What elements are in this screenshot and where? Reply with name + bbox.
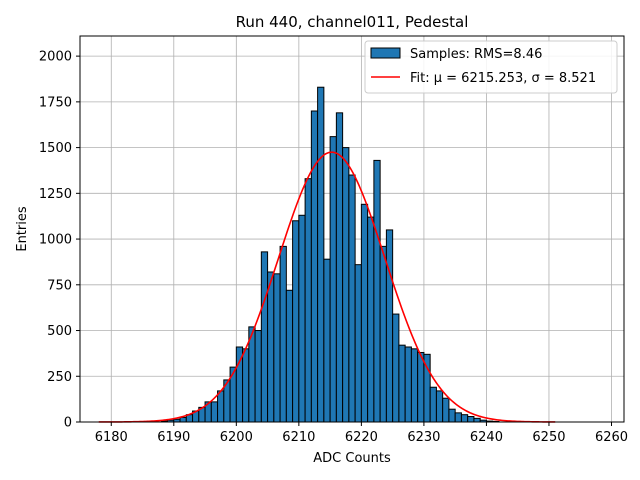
histogram-bar bbox=[454, 412, 462, 423]
y-tick-label: 250 bbox=[47, 370, 72, 385]
y-tick-label: 750 bbox=[47, 278, 72, 293]
histogram-bar bbox=[460, 414, 469, 423]
x-tick-label: 6230 bbox=[407, 430, 440, 445]
histogram-bar bbox=[342, 147, 350, 423]
histogram-bar bbox=[242, 348, 250, 423]
histogram-bar bbox=[354, 264, 362, 423]
chart-title: Run 440, channel011, Pedestal bbox=[236, 13, 469, 31]
histogram-bar bbox=[317, 86, 325, 423]
x-tick-label: 6210 bbox=[282, 430, 315, 445]
plot-frame bbox=[79, 35, 625, 423]
histogram-bar bbox=[373, 159, 381, 423]
x-tick-label: 6190 bbox=[157, 430, 190, 445]
histogram-bar bbox=[379, 245, 387, 423]
legend: Samples: RMS=8.46 Fit: μ = 6215.253, σ =… bbox=[364, 40, 618, 94]
histogram-bar bbox=[217, 390, 225, 423]
x-tick-label: 6250 bbox=[532, 430, 565, 445]
histogram-bar bbox=[279, 245, 287, 423]
histogram-bar bbox=[335, 112, 344, 423]
histogram-bar bbox=[404, 346, 412, 423]
histogram-bar bbox=[442, 397, 450, 423]
x-tick-label: 6260 bbox=[595, 430, 628, 445]
histogram-bar bbox=[473, 417, 481, 423]
y-tick-label: 1500 bbox=[39, 141, 72, 156]
histogram-bar bbox=[360, 203, 369, 423]
histogram-bar bbox=[329, 136, 337, 423]
histogram-bar bbox=[298, 214, 306, 423]
histogram-bar bbox=[367, 216, 375, 423]
x-axis-ticks: 6180 6190 6200 6210 6220 6230 6240 6250 6260 bbox=[95, 422, 628, 445]
histogram-bar bbox=[435, 390, 444, 423]
legend-fit-label: Fit: μ = 6215.253, σ = 8.521 bbox=[410, 71, 596, 86]
histogram-bar bbox=[267, 271, 275, 423]
histogram-bar bbox=[448, 408, 456, 423]
legend-samples-swatch bbox=[370, 47, 401, 59]
histogram-bar bbox=[273, 273, 281, 423]
y-tick-label: 500 bbox=[47, 324, 72, 339]
histogram-bar bbox=[310, 110, 319, 423]
histogram-bar bbox=[260, 251, 269, 423]
histogram-bar bbox=[304, 178, 312, 423]
y-axis-label: Entries bbox=[15, 206, 30, 252]
x-tick-label: 6220 bbox=[345, 430, 378, 445]
histogram-bars bbox=[160, 86, 500, 423]
histogram-bar bbox=[410, 348, 419, 423]
y-tick-label: 0 bbox=[64, 416, 72, 431]
legend-samples-label: Samples: RMS=8.46 bbox=[410, 47, 542, 62]
histogram-bar bbox=[398, 344, 406, 423]
histogram-bar bbox=[210, 401, 219, 423]
histogram-bar bbox=[323, 258, 331, 423]
y-tick-label: 1750 bbox=[39, 95, 72, 110]
histogram-bar bbox=[285, 289, 294, 423]
histogram-bar bbox=[254, 330, 262, 423]
x-tick-label: 6200 bbox=[220, 430, 253, 445]
y-tick-label: 1250 bbox=[39, 187, 72, 202]
histogram-bar bbox=[348, 174, 356, 423]
histogram-bar bbox=[292, 220, 300, 423]
x-tick-label: 6240 bbox=[470, 430, 503, 445]
histogram-bar bbox=[179, 416, 187, 423]
histogram-bar bbox=[429, 386, 437, 423]
y-tick-label: 1000 bbox=[39, 233, 72, 248]
y-axis-ticks: 0 250 500 750 1000 1250 1500 1750 2000 bbox=[39, 50, 80, 431]
x-tick-label: 6180 bbox=[95, 430, 128, 445]
legend-box bbox=[364, 40, 618, 94]
histogram-bar bbox=[392, 313, 400, 423]
histogram-bar bbox=[385, 229, 394, 423]
y-tick-label: 2000 bbox=[39, 50, 72, 65]
x-axis-label: ADC Counts bbox=[313, 451, 391, 466]
histogram-bar bbox=[417, 351, 425, 423]
gaussian-fit-curve bbox=[98, 151, 556, 423]
histogram-bar bbox=[467, 416, 475, 423]
